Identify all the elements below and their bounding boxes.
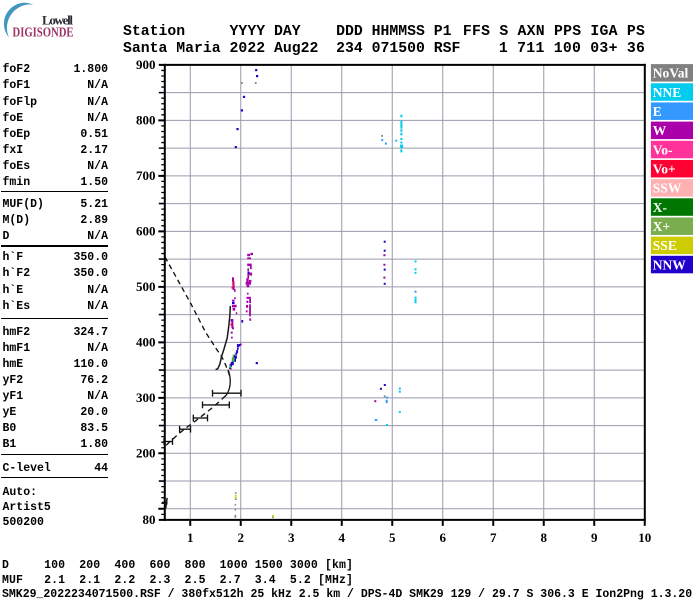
svg-text:500: 500 (136, 279, 156, 294)
svg-text:SSE: SSE (653, 238, 677, 253)
svg-text:X+: X+ (653, 219, 670, 234)
svg-text:NNW: NNW (653, 257, 686, 272)
svg-text:400: 400 (136, 335, 156, 350)
svg-text:NoVal: NoVal (653, 66, 689, 81)
svg-text:Lowell: Lowell (42, 12, 73, 27)
svg-text:9: 9 (591, 530, 598, 545)
svg-text:DIGISONDE: DIGISONDE (13, 25, 74, 40)
svg-text:4: 4 (339, 530, 346, 545)
svg-text:E: E (653, 104, 662, 119)
svg-text:300: 300 (136, 390, 156, 405)
svg-text:8: 8 (541, 530, 548, 545)
svg-text:3: 3 (288, 530, 295, 545)
svg-text:800: 800 (136, 113, 156, 128)
svg-text:2: 2 (238, 530, 245, 545)
svg-text:900: 900 (136, 57, 156, 72)
svg-text:1: 1 (187, 530, 194, 545)
svg-text:5: 5 (389, 530, 396, 545)
svg-text:Vo-: Vo- (653, 142, 673, 157)
svg-text:NNE: NNE (653, 85, 682, 100)
svg-text:700: 700 (136, 168, 156, 183)
svg-text:6: 6 (440, 530, 447, 545)
svg-text:W: W (653, 123, 667, 138)
svg-text:600: 600 (136, 224, 156, 239)
svg-text:10: 10 (638, 530, 651, 545)
svg-text:SSW: SSW (653, 181, 682, 196)
svg-text:80: 80 (143, 512, 156, 527)
svg-text:X-: X- (653, 200, 667, 215)
svg-text:7: 7 (490, 530, 497, 545)
svg-text:Vo+: Vo+ (653, 162, 676, 177)
svg-text:200: 200 (136, 446, 156, 461)
